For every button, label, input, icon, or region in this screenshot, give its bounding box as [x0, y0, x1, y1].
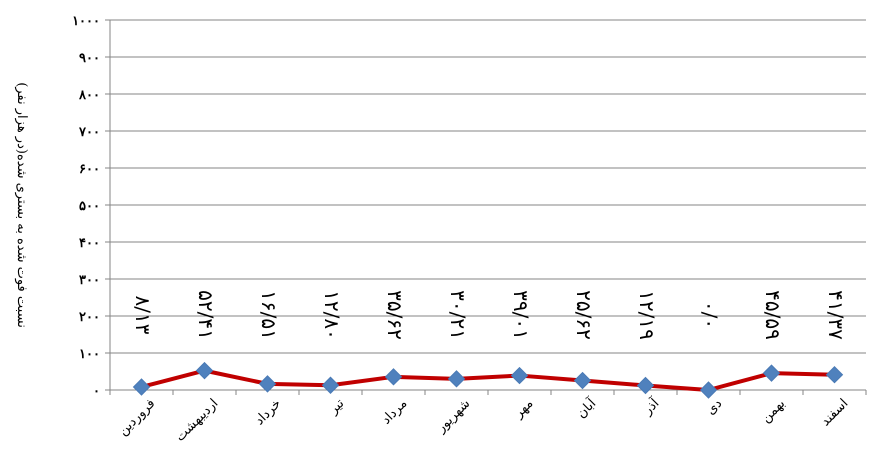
data-point [699, 381, 718, 399]
y-tick-label: ۷۰۰ [78, 125, 100, 140]
y-tick-label: ۲۰۰ [79, 310, 100, 325]
data-point [321, 376, 340, 394]
y-tick-label: ۱۰۰ [79, 347, 100, 362]
data-point [510, 366, 529, 385]
y-axis-title: نسبت فوت شده به بستری شده(در هزار نفر) [14, 82, 29, 328]
data-point [195, 361, 214, 380]
x-tick-label: تیر [326, 396, 348, 418]
y-tick-label: ۴۰۰ [79, 236, 100, 251]
data-label: ۱۶/۵۱ [257, 290, 281, 340]
y-tick-label: ۶۰۰ [79, 162, 100, 177]
y-tick-label: ۳۰۰ [79, 273, 100, 288]
data-label: ۳۹/۰۱ [509, 290, 533, 340]
data-label: ۴۱/۳۷ [824, 290, 848, 340]
x-tick-label: مهر [511, 396, 537, 422]
data-label: ۸/۱۳ [131, 296, 155, 335]
data-labels: ۸/۱۳ ۵۲/۴۱ ۱۶/۵۱ ۱۲/۸۰ ۳۵/۶۲ ۳۰/۲۱ ۳۹/۰۱ ۲۵/۶۲ ۱… [131, 290, 848, 340]
x-tick-label: شهریور [433, 396, 473, 436]
data-point [762, 364, 781, 382]
data-label: ۱۲/۸۰ [320, 290, 344, 340]
data-label: ۳۵/۶۲ [383, 290, 407, 340]
y-tick-label: ۰ [93, 384, 100, 399]
y-tick-label: ۵۰۰ [79, 199, 100, 214]
gridlines [110, 19, 866, 354]
x-tick-label: خرداد [252, 396, 284, 428]
x-tick-label: آذر [639, 394, 664, 419]
y-tick-labels: ۰ ۱۰۰ ۲۰۰ ۳۰۰ ۴۰۰ ۵۰۰ ۶۰۰ ۷۰۰ ۸۰۰ ۹۰۰ ۱۰۰۰ [72, 14, 100, 399]
x-tick-label: اسفند [818, 396, 851, 429]
data-label: ۰/۰ [698, 301, 722, 329]
x-tick-label: دی [703, 396, 725, 418]
data-label: ۳۰/۲۱ [446, 290, 470, 340]
data-point [825, 365, 844, 384]
data-point [573, 371, 592, 390]
data-label: ۱۲/۱۹ [635, 290, 659, 340]
y-tick-label: ۹۰۰ [79, 51, 100, 66]
data-label: ۵۲/۴۱ [194, 290, 218, 340]
x-tick-label: بهمن [759, 396, 789, 426]
series-line [140, 368, 835, 392]
data-label: ۴۵/۵۹ [761, 290, 785, 340]
axes [105, 19, 867, 395]
y-tick-label: ۱۰۰۰ [72, 14, 100, 29]
data-point [384, 368, 403, 386]
x-tick-label: اردیبهشت [173, 396, 221, 444]
x-tick-label: آبان [573, 394, 601, 422]
y-tick-label: ۸۰۰ [78, 88, 100, 103]
data-point [447, 370, 466, 388]
x-tick-label: فروردین [116, 396, 159, 439]
x-tick-label: مرداد [379, 396, 410, 427]
data-label: ۲۵/۶۲ [572, 290, 596, 340]
data-point [636, 376, 655, 395]
data-point [258, 375, 277, 393]
data-point [132, 378, 151, 396]
series [132, 361, 844, 399]
x-tick-labels: فروردین اردیبهشت خرداد تیر مرداد شهریور مهر آبا… [116, 394, 852, 445]
